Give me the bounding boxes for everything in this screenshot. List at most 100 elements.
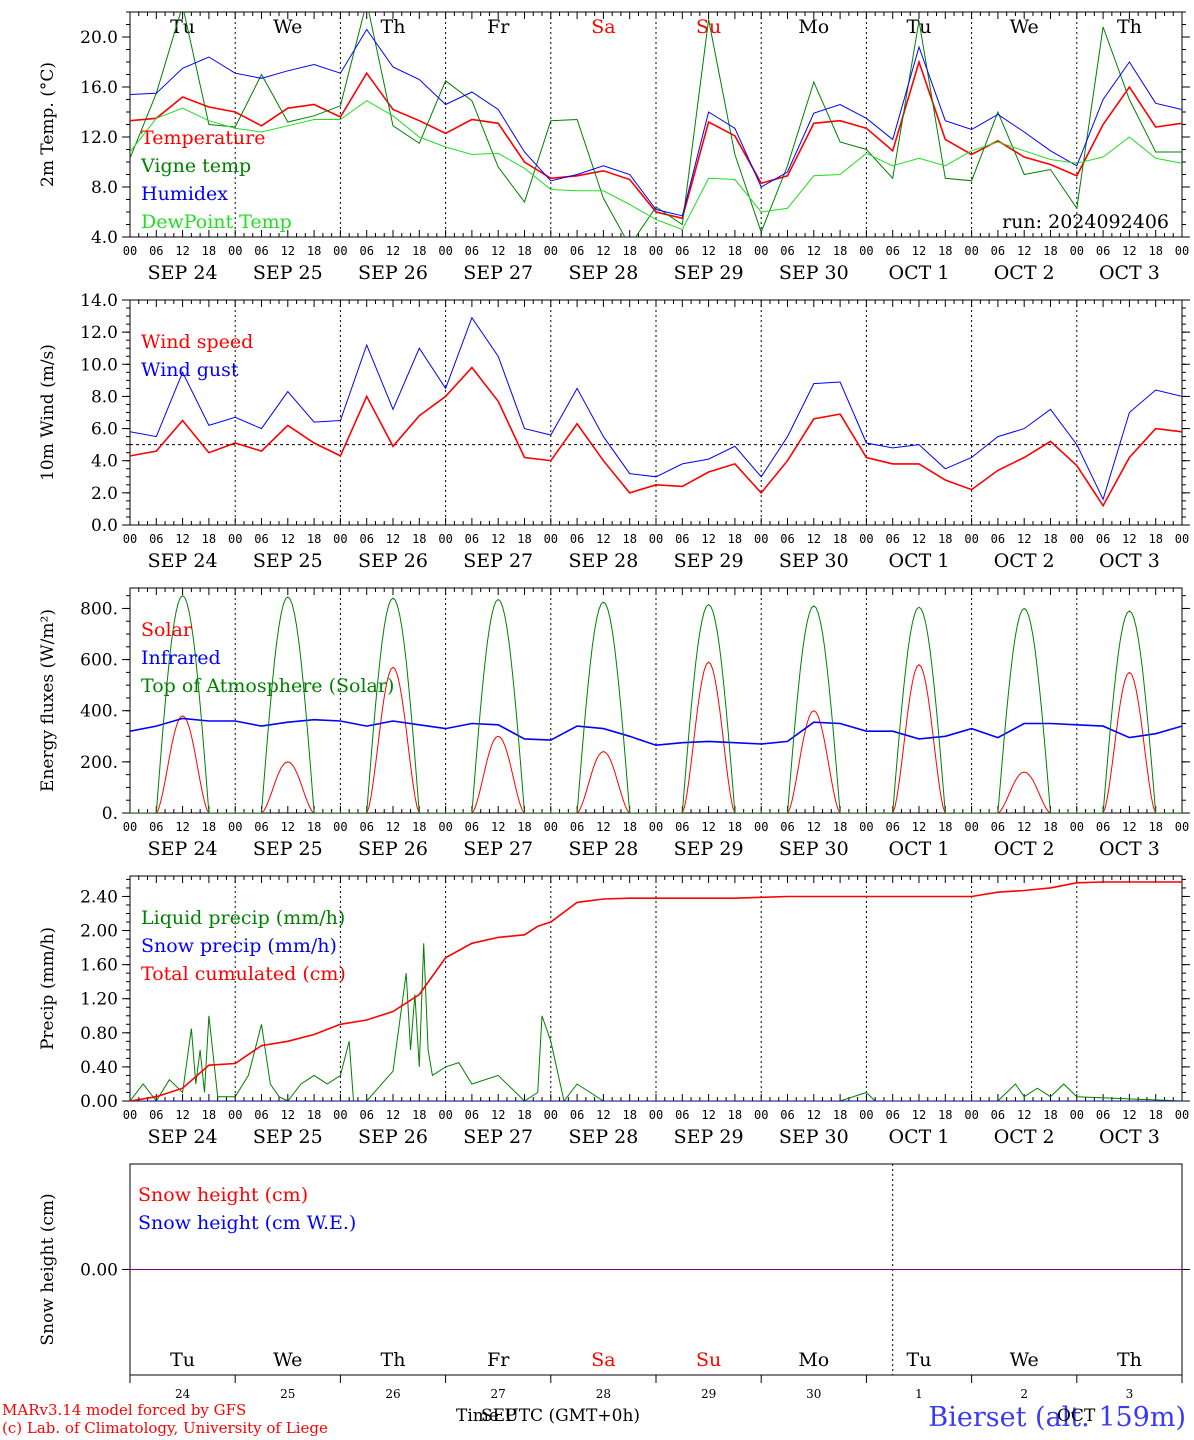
y-tick-label: 4.0	[91, 228, 118, 248]
hour-tick-label: 18	[622, 1108, 636, 1122]
y-tick-label: 16.0	[80, 78, 118, 98]
hour-tick-label: 12	[701, 244, 715, 258]
hour-tick-label: 00	[333, 532, 347, 546]
legend-entry: Wind speed	[141, 331, 253, 353]
hour-tick-label: 12	[1122, 820, 1136, 834]
hour-tick-label: 00	[1175, 532, 1189, 546]
hour-tick-label: 12	[912, 1108, 926, 1122]
hour-tick-label: 18	[1148, 1108, 1162, 1122]
series-line-solar	[130, 661, 1182, 813]
hour-tick-label: 18	[202, 244, 216, 258]
legend-entry: Solar	[141, 619, 193, 641]
day-number-label: 30	[806, 1387, 821, 1401]
hour-tick-label: 06	[254, 820, 268, 834]
hour-tick-label: 12	[1122, 532, 1136, 546]
hour-tick-label: 06	[675, 1108, 689, 1122]
weekday-label: Sa	[591, 16, 615, 38]
date-label: SEP 27	[463, 550, 533, 572]
day-number-label: 27	[491, 1387, 506, 1401]
y-tick-label: 4.0	[91, 452, 118, 472]
hour-tick-label: 12	[386, 820, 400, 834]
date-label: SEP 30	[779, 550, 849, 572]
legend-entry: Infrared	[141, 647, 221, 669]
hour-tick-label: 12	[807, 244, 821, 258]
hour-tick-label: 18	[1043, 820, 1057, 834]
y-tick-label: 12.0	[80, 323, 118, 343]
hour-tick-label: 06	[570, 1108, 584, 1122]
hour-tick-label: 12	[175, 244, 189, 258]
model-line: MARv3.14 model forced by GFS	[2, 1401, 247, 1419]
hour-tick-label: 06	[885, 1108, 899, 1122]
hour-tick-label: 00	[754, 1108, 768, 1122]
hour-tick-label: 18	[622, 244, 636, 258]
weekday-label: Th	[381, 16, 406, 38]
day-number-label: 1	[915, 1387, 923, 1401]
weekday-label: Th	[381, 1349, 406, 1371]
hour-tick-label: 00	[754, 820, 768, 834]
weekday-label: Tu	[907, 16, 932, 38]
hour-tick-label: 18	[202, 1108, 216, 1122]
date-label: SEP 26	[358, 550, 428, 572]
hour-tick-label: 06	[465, 532, 479, 546]
legend-entry: DewPoint Temp	[141, 211, 292, 233]
y-tick-label: 8.0	[91, 387, 118, 407]
hour-tick-label: 18	[938, 820, 952, 834]
hour-tick-label: 18	[728, 820, 742, 834]
hour-tick-label: 18	[1148, 820, 1162, 834]
hour-tick-label: 12	[807, 820, 821, 834]
hour-tick-label: 06	[149, 820, 163, 834]
hour-tick-label: 00	[333, 1108, 347, 1122]
hour-tick-label: 00	[228, 820, 242, 834]
date-label: SEP 28	[568, 550, 638, 572]
legend-entry: Snow height (cm)	[138, 1184, 308, 1206]
hour-tick-label: 00	[123, 532, 137, 546]
date-label: OCT 1	[889, 838, 950, 860]
y-tick-label: 0.	[102, 804, 118, 824]
date-label: SEP 24	[148, 550, 218, 572]
series-line-top-of-atmosphere-solar-	[130, 595, 1182, 813]
hour-tick-label: 06	[149, 532, 163, 546]
weekday-label: Su	[696, 16, 721, 38]
hour-tick-label: 12	[175, 820, 189, 834]
hour-tick-label: 00	[859, 820, 873, 834]
hour-tick-label: 12	[807, 1108, 821, 1122]
date-label: SEP 26	[358, 838, 428, 860]
day-number-label: 3	[1126, 1387, 1134, 1401]
hour-tick-label: 18	[307, 820, 321, 834]
hour-tick-label: 00	[438, 1108, 452, 1122]
hour-tick-label: 12	[1122, 1108, 1136, 1122]
date-label: OCT 3	[1099, 1126, 1160, 1148]
hour-tick-label: 12	[596, 820, 610, 834]
date-label: SEP 27	[463, 262, 533, 284]
hour-tick-label: 00	[228, 244, 242, 258]
legend-entry: Temperature	[141, 127, 265, 149]
hour-tick-label: 12	[701, 820, 715, 834]
hour-tick-label: 06	[991, 1108, 1005, 1122]
weekday-label: We	[273, 1349, 302, 1371]
panel-2: 00 06 12 18 00 06 12 18 00 06 12 18 00 06 12 18 00 06 12 18…	[38, 291, 1190, 572]
hour-tick-label: 00	[1070, 820, 1084, 834]
station-label: Bierset (alt. 159m)	[928, 1402, 1186, 1433]
hour-tick-label: 18	[622, 532, 636, 546]
hour-tick-label: 06	[149, 244, 163, 258]
date-label: SEP 25	[253, 550, 323, 572]
credit-line: (c) Lab. of Climatology, University of L…	[2, 1419, 328, 1437]
hour-tick-label: 06	[675, 244, 689, 258]
panel-1: 00 06 12 18 00 06 12 18 00 06 12 18 00 06 12 18 00 06 12 18…	[38, 11, 1190, 284]
hour-tick-label: 00	[754, 532, 768, 546]
weekday-label: We	[273, 16, 302, 38]
date-label: SEP 26	[358, 262, 428, 284]
hour-tick-label: 18	[307, 532, 321, 546]
hour-tick-label: 00	[123, 244, 137, 258]
hour-tick-label: 00	[649, 244, 663, 258]
date-label: SEP 24	[148, 838, 218, 860]
hour-tick-label: 00	[333, 820, 347, 834]
y-axis-label: 2m Temp. (°C)	[38, 62, 58, 187]
hour-tick-label: 18	[412, 820, 426, 834]
hour-tick-label: 06	[465, 820, 479, 834]
hour-tick-label: 18	[833, 820, 847, 834]
hour-tick-label: 18	[833, 244, 847, 258]
day-number-label: 2	[1020, 1387, 1028, 1401]
hour-tick-label: 12	[807, 532, 821, 546]
hour-tick-label: 06	[675, 820, 689, 834]
